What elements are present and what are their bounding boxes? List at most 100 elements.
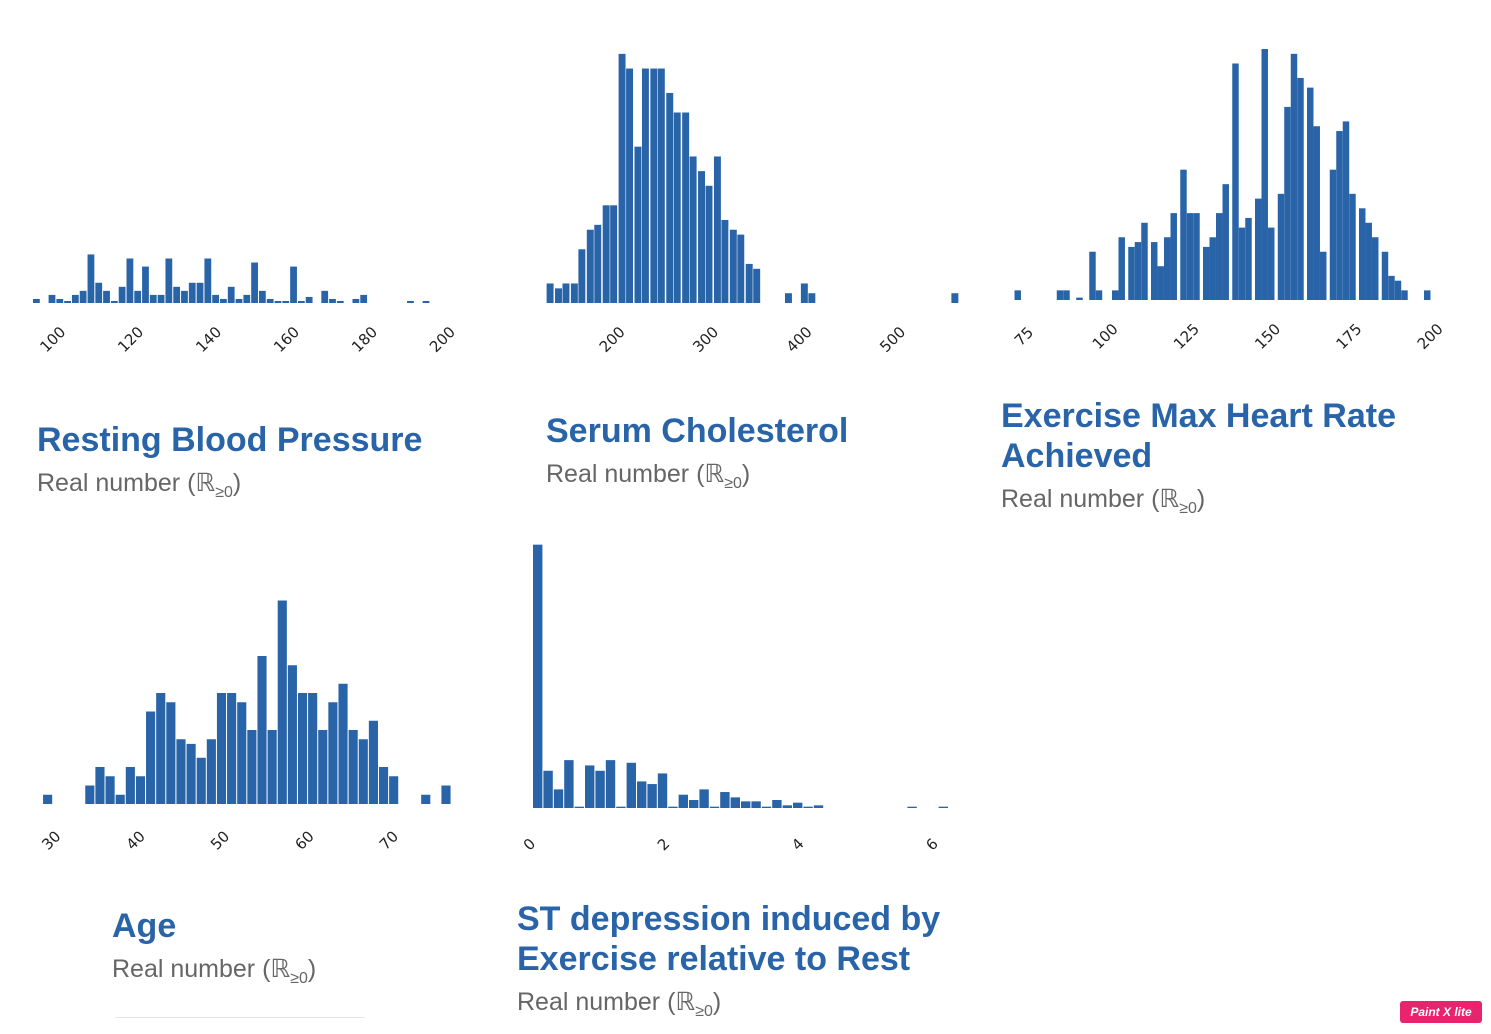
histogram-bar (1290, 53, 1298, 300)
histogram-bar (666, 92, 674, 304)
histogram-bar (626, 762, 636, 808)
histogram-bar (618, 53, 626, 303)
paint-x-lite-badge[interactable]: Paint X lite (1400, 1001, 1482, 1023)
histogram-bar (43, 794, 53, 804)
histogram-bar (678, 794, 688, 808)
histogram-bar (564, 760, 574, 808)
histogram-bar (605, 760, 616, 808)
histogram-bar (146, 711, 156, 804)
x-tick-label: 140 (192, 323, 225, 356)
x-tick-label: 175 (1332, 320, 1365, 353)
histogram-bar (1076, 297, 1083, 300)
histogram-bar (533, 544, 543, 808)
card-title: Age (112, 907, 177, 945)
histogram-bar (105, 776, 115, 804)
histogram-bar (186, 743, 196, 805)
histogram-bar (338, 683, 348, 804)
histogram-bar (95, 767, 105, 804)
histogram-bar (689, 156, 697, 303)
histogram-bar (951, 293, 959, 303)
histogram-bar (1307, 87, 1314, 301)
histogram-bar (407, 300, 414, 303)
histogram-bar (772, 800, 782, 808)
histogram-bar (237, 702, 247, 804)
histogram-bar (389, 776, 399, 804)
histogram-bar (546, 283, 554, 303)
histogram-bar (751, 801, 761, 808)
x-tick-label: 180 (348, 323, 381, 356)
histogram-bar (637, 781, 647, 808)
histogram-bar (574, 806, 584, 808)
x-tick-label: 0 (520, 835, 539, 854)
card-title: ST depression induced by Exercise relati… (517, 900, 941, 978)
histogram-bar (657, 773, 668, 808)
histogram-bar (126, 258, 134, 303)
histogram-bar (1112, 290, 1119, 300)
histogram-bar (321, 290, 329, 303)
histogram-bar (745, 263, 753, 303)
histogram-card-age: 30 40 50 60 70 Age Real number (ℝ≥0) (0, 520, 470, 1000)
histogram-bar (803, 806, 813, 808)
histogram-bar (938, 806, 948, 808)
x-tick-label: 40 (123, 827, 149, 853)
histogram-bar (110, 300, 118, 303)
x-tick-label: 100 (36, 323, 69, 356)
histogram-bar (741, 801, 751, 808)
histogram-bar (1128, 246, 1135, 300)
histogram-bar (1209, 237, 1216, 300)
histogram-bar (149, 294, 157, 303)
histogram-bar (308, 693, 318, 804)
histogram-bar (1359, 208, 1366, 300)
histogram-bar (1164, 237, 1171, 300)
card-subtitle: Real number (ℝ≥0) (1001, 485, 1206, 517)
histogram-bar (1277, 193, 1285, 300)
histogram-bar (274, 300, 282, 303)
histogram-bar (602, 205, 610, 303)
histogram-bar (290, 266, 297, 303)
histogram-bar (204, 258, 212, 303)
histogram-bar (570, 283, 578, 303)
histogram-serum-cholesterol: 200 300 400 500 (546, 53, 959, 356)
histogram-bar (441, 785, 451, 804)
histogram-bar (1193, 213, 1200, 300)
histogram-bar (1157, 266, 1164, 300)
x-tick-label: 4 (788, 835, 807, 854)
histogram-bar (118, 286, 126, 303)
histogram-bar (329, 298, 336, 303)
histogram-resting-blood-pressure: 100 120 140 160 180 200 (33, 254, 459, 356)
histogram-bar (1320, 251, 1327, 300)
histogram-bar (165, 258, 173, 303)
histogram-bar (1063, 290, 1070, 300)
card-subtitle: Real number (ℝ≥0) (546, 460, 751, 492)
histogram-bar (586, 229, 594, 303)
x-tick-label: 75 (1011, 323, 1037, 349)
histogram-bar (713, 156, 721, 303)
histogram-bar (305, 296, 313, 303)
histogram-bar (543, 770, 553, 808)
histogram-bar (247, 730, 257, 804)
histogram-card-exercise-max-heart-rate: 75 100 125 150 175 200 Exercise Max Heart Rat… (980, 0, 1470, 520)
card-subtitle: Real number (ℝ≥0) (112, 955, 317, 987)
histogram-bar (282, 300, 290, 303)
histogram-bar (1268, 227, 1275, 300)
histogram-bar (1401, 290, 1408, 300)
histogram-bar (156, 693, 166, 804)
histogram-bar (1203, 246, 1210, 300)
histogram-bar (360, 294, 368, 303)
histogram-bar (668, 806, 678, 808)
histogram-bar (95, 282, 103, 303)
x-tick-label: 120 (114, 323, 147, 356)
histogram-bar (1297, 77, 1304, 301)
card-title: Resting Blood Pressure (37, 421, 423, 459)
histogram-bar (378, 767, 389, 804)
histogram-bar (1255, 198, 1262, 300)
histogram-bar (1349, 193, 1356, 300)
x-tick-label: 150 (1251, 320, 1284, 353)
histogram-bar (135, 776, 146, 804)
histogram-bar (157, 294, 165, 303)
histogram-bar (594, 224, 602, 303)
histogram-bar (71, 294, 79, 303)
histogram-bar (1336, 131, 1343, 300)
histogram-bar (1232, 63, 1239, 301)
x-tick-label: 50 (207, 827, 233, 853)
